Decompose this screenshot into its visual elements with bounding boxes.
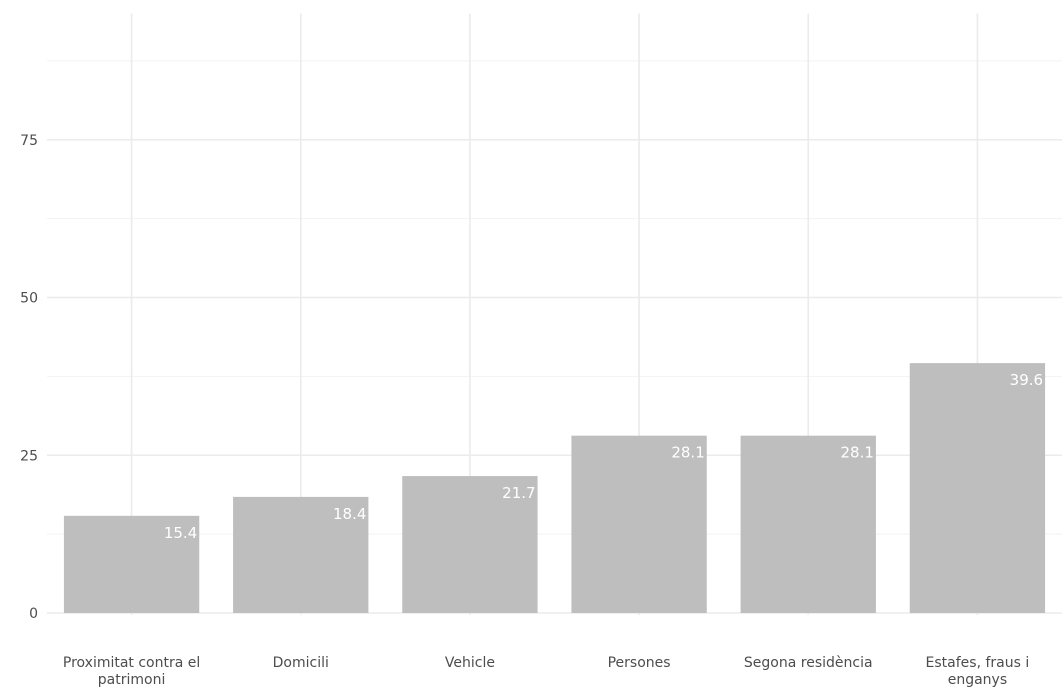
bar-value-label: 18.4	[333, 505, 366, 523]
y-tick-label: 50	[20, 291, 38, 307]
bar	[909, 363, 1046, 613]
bar	[63, 515, 200, 613]
bar	[740, 435, 876, 613]
x-tick-label-line: Estafes, fraus i	[926, 655, 1030, 671]
x-tick-label-line: Proximitat contra el	[63, 655, 200, 671]
x-tick-label: Segona residència	[744, 655, 873, 671]
y-axis: 0 25 50 75	[20, 133, 38, 622]
bar-value-label: 28.1	[841, 444, 874, 462]
x-tick-label: Persones	[608, 655, 671, 671]
x-tick-label-line: Vehicle	[445, 655, 495, 671]
y-tick-label: 25	[20, 448, 38, 464]
x-tick-label: Proximitat contra el patrimoni	[63, 655, 200, 688]
bar-value-label: 39.6	[1010, 371, 1043, 389]
bars	[63, 363, 1046, 613]
x-tick-label-line: Domicili	[273, 655, 329, 671]
x-tick-label-line: enganys	[948, 672, 1007, 688]
bar-value-label: 15.4	[164, 524, 197, 542]
bar-value-label: 21.7	[502, 484, 535, 502]
x-tick-label-line: Persones	[608, 655, 671, 671]
x-axis: Proximitat contra el patrimoni Domicili Veh…	[63, 655, 1029, 688]
bar-value-label: 28.1	[671, 444, 704, 462]
x-tick-label: Domicili	[273, 655, 329, 671]
data-labels: 15.4 18.4 21.7 28.1 28.1 39.6	[164, 371, 1043, 542]
x-tick-label: Estafes, fraus i enganys	[926, 655, 1030, 688]
y-tick-label: 0	[29, 606, 38, 622]
bar	[571, 435, 707, 613]
bar	[233, 496, 369, 613]
y-tick-label: 75	[20, 133, 38, 149]
x-tick-label-line: patrimoni	[98, 672, 166, 688]
bar	[402, 476, 538, 613]
x-tick-label: Vehicle	[445, 655, 495, 671]
x-tick-label-line: Segona residència	[744, 655, 873, 671]
